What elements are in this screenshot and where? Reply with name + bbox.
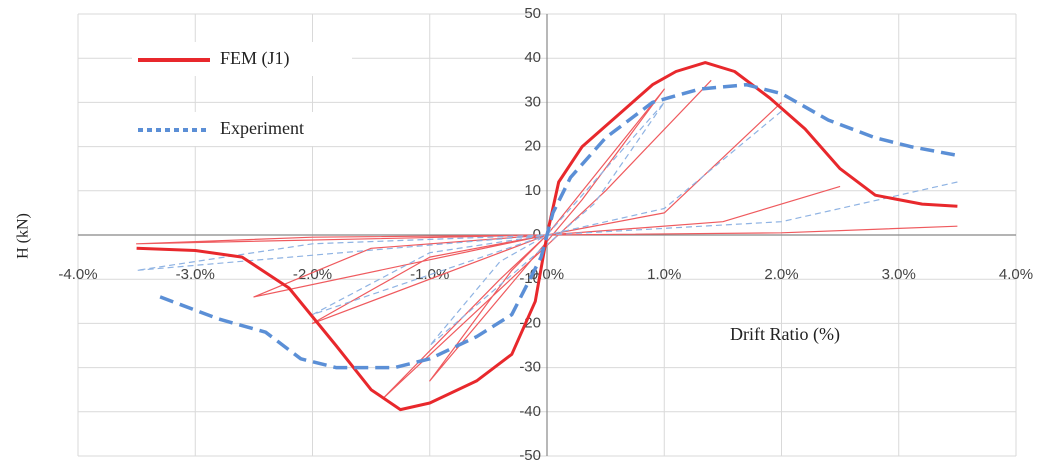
annotation: Drift Ratio (%) [730,324,840,345]
y-tick-label: -40 [519,403,541,420]
y-tick-label: 20 [524,138,541,155]
legend-label: FEM (J1) [220,48,290,69]
x-tick-label: 1.0% [647,266,681,283]
x-tick-label: 4.0% [999,266,1033,283]
y-tick-label: -50 [519,447,541,464]
y-axis-label: H (kN) [15,213,32,259]
x-tick-label: -1.0% [410,266,449,283]
series-line [136,101,958,347]
x-tick-label: -2.0% [293,266,332,283]
legend-label: Experiment [220,118,304,138]
y-tick-label: 10 [524,182,541,199]
x-tick-label: -4.0% [58,266,97,283]
y-tick-label: 50 [524,5,541,22]
series-line [136,61,958,412]
x-tick-label: 2.0% [764,266,798,283]
y-tick-label: 40 [524,49,541,66]
x-tick-label: 3.0% [882,266,916,283]
x-tick-label: -3.0% [176,266,215,283]
y-tick-label: -30 [519,359,541,376]
series-line [159,82,958,370]
y-tick-label: 30 [524,93,541,110]
